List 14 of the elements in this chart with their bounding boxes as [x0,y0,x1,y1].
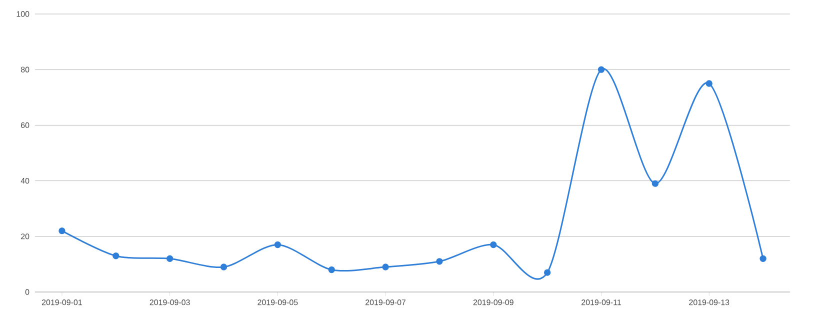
point [652,180,659,187]
point [328,266,335,274]
point [436,258,443,265]
point [58,228,66,234]
point [220,264,228,270]
point [112,252,120,260]
point [544,269,551,276]
point [490,241,497,248]
point [598,66,605,73]
point [706,80,712,87]
point [274,241,282,248]
point [760,255,766,262]
point [166,255,174,262]
point [382,264,389,270]
